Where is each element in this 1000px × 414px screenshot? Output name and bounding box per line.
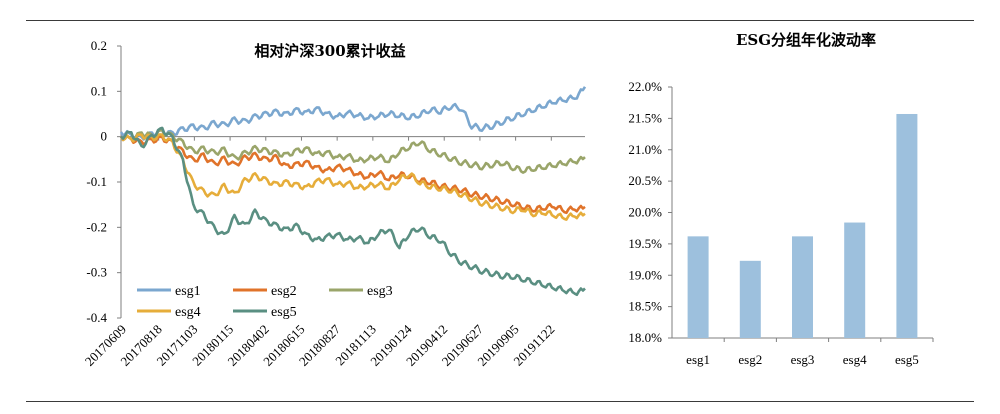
line-y-tick-label: 0.1 [91, 83, 107, 98]
bar-y-tick-label: 18.0% [628, 330, 662, 345]
bar-y-tick-label: 21.0% [628, 142, 662, 157]
bar-esg3 [792, 236, 813, 338]
bar-x-label-esg3: esg3 [791, 352, 815, 367]
bottom-rule [26, 401, 974, 402]
bar-x-label-esg1: esg1 [686, 352, 710, 367]
bar-esg5 [896, 113, 918, 338]
bar-chart-y-ticks: 18.0% 18.5% 19.0% 19.5% 20.0% 20.5% 21.0% 21.5%… [628, 79, 672, 345]
line-y-tick-label: -0.2 [86, 219, 107, 234]
line-y-tick-label: -0.4 [86, 310, 107, 325]
bar-y-tick-label: 20.5% [628, 173, 662, 188]
bar-x-label-esg5: esg5 [895, 352, 919, 367]
bar-chart-bars [687, 113, 918, 338]
line-y-tick-label: -0.1 [86, 174, 107, 189]
legend-label-esg4: esg4 [175, 305, 201, 320]
line-chart-legend: esg1 esg2 esg3 esg4 esg5 [137, 284, 393, 320]
bar-x-label-esg4: esg4 [843, 352, 867, 367]
top-rule [26, 20, 974, 21]
bar-y-tick-label: 18.5% [628, 299, 662, 314]
bar-y-tick-label: 19.0% [628, 267, 662, 282]
line-chart-y-ticks: 0.2 0.1 0 -0.1 -0.2 -0.3 -0.4 [86, 38, 121, 325]
bar-y-tick-label: 22.0% [628, 79, 662, 94]
line-chart-x-ticks: 2017060920170818201711032018011520180402… [82, 136, 557, 369]
line-y-tick-label: -0.3 [86, 265, 107, 280]
line-y-tick-label: 0.2 [91, 38, 107, 53]
line-chart-series [119, 86, 587, 297]
legend-label-esg3: esg3 [367, 284, 393, 299]
line-series-esg1 [119, 86, 587, 141]
bar-y-tick-label: 21.5% [628, 110, 662, 125]
line-chart-title: 相对沪深300累计收益 [254, 42, 405, 60]
line-series-esg3 [119, 128, 586, 174]
line-y-tick-label: 0 [101, 129, 108, 144]
bar-esg4 [844, 222, 866, 338]
line-series-esg4 [119, 133, 586, 221]
bar-x-label-esg2: esg2 [738, 352, 762, 367]
bar-esg2 [739, 260, 761, 338]
legend-label-esg2: esg2 [271, 284, 297, 299]
bar-chart: ESG分组年化波动率 18.0% 18.5% 19.0% 19.5% 20.0% 20.5… [628, 31, 934, 367]
line-chart: 相对沪深300累计收益 0.2 0.1 0 -0.1 -0.2 -0.3 -0.4 2017… [82, 38, 587, 369]
bar-esg1 [687, 236, 709, 338]
bar-chart-x-labels: esg1 esg2 esg3 esg4 esg5 [686, 338, 934, 367]
line-series-esg5 [120, 126, 586, 297]
legend-label-esg5: esg5 [271, 305, 297, 320]
bar-y-tick-label: 19.5% [628, 236, 662, 251]
bar-y-tick-label: 20.0% [628, 205, 662, 220]
line-series-esg2 [119, 134, 586, 215]
bar-chart-title: ESG分组年化波动率 [736, 31, 876, 49]
legend-label-esg1: esg1 [175, 284, 201, 299]
